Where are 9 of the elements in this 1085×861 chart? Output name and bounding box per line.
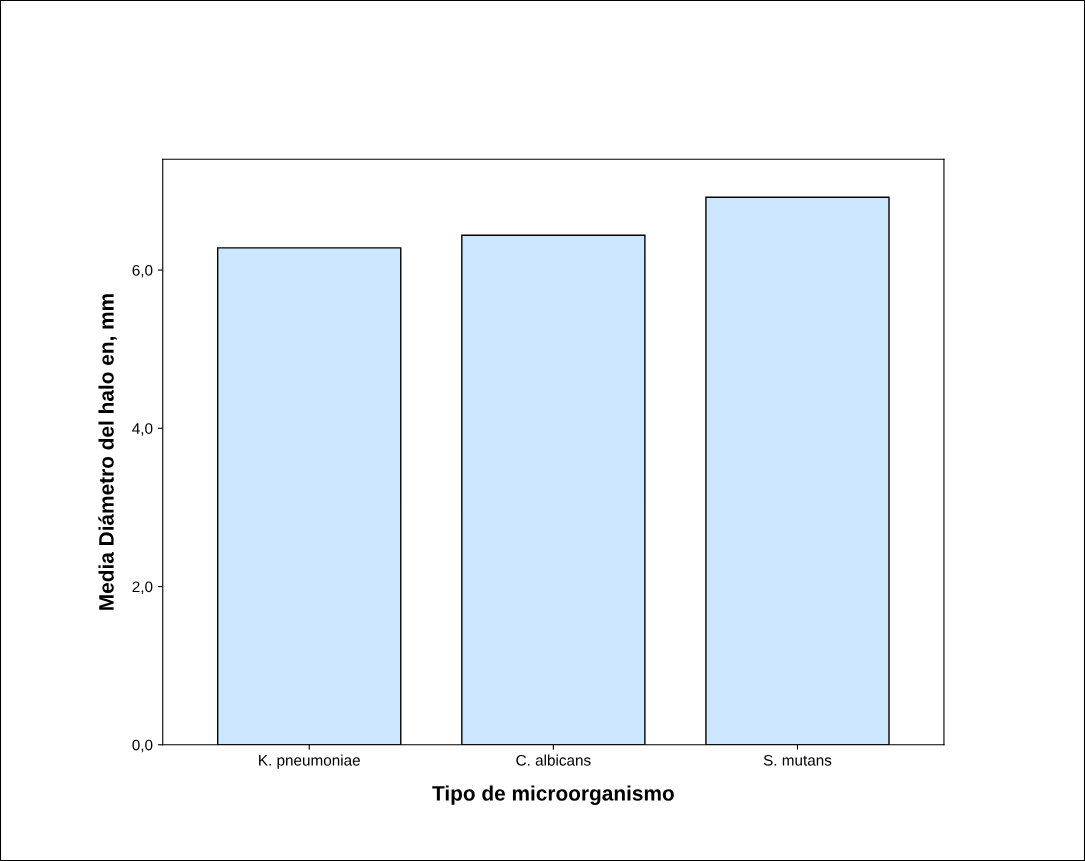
y-axis-title: Media Diámetro del halo en, mm — [98, 294, 117, 610]
y-tick-label: 4,0 — [132, 423, 153, 436]
x-tick-label: C. albicans — [516, 754, 591, 766]
x-tick-label: S. mutans — [763, 754, 832, 766]
x-axis-title: Tipo de microorganismo — [432, 785, 674, 805]
y-tick-label: 6,0 — [132, 264, 153, 278]
y-tick-label: 2,0 — [132, 581, 153, 595]
y-tick-label: 0,0 — [132, 739, 153, 753]
x-tick-label: K. pneumoniae — [259, 754, 360, 769]
